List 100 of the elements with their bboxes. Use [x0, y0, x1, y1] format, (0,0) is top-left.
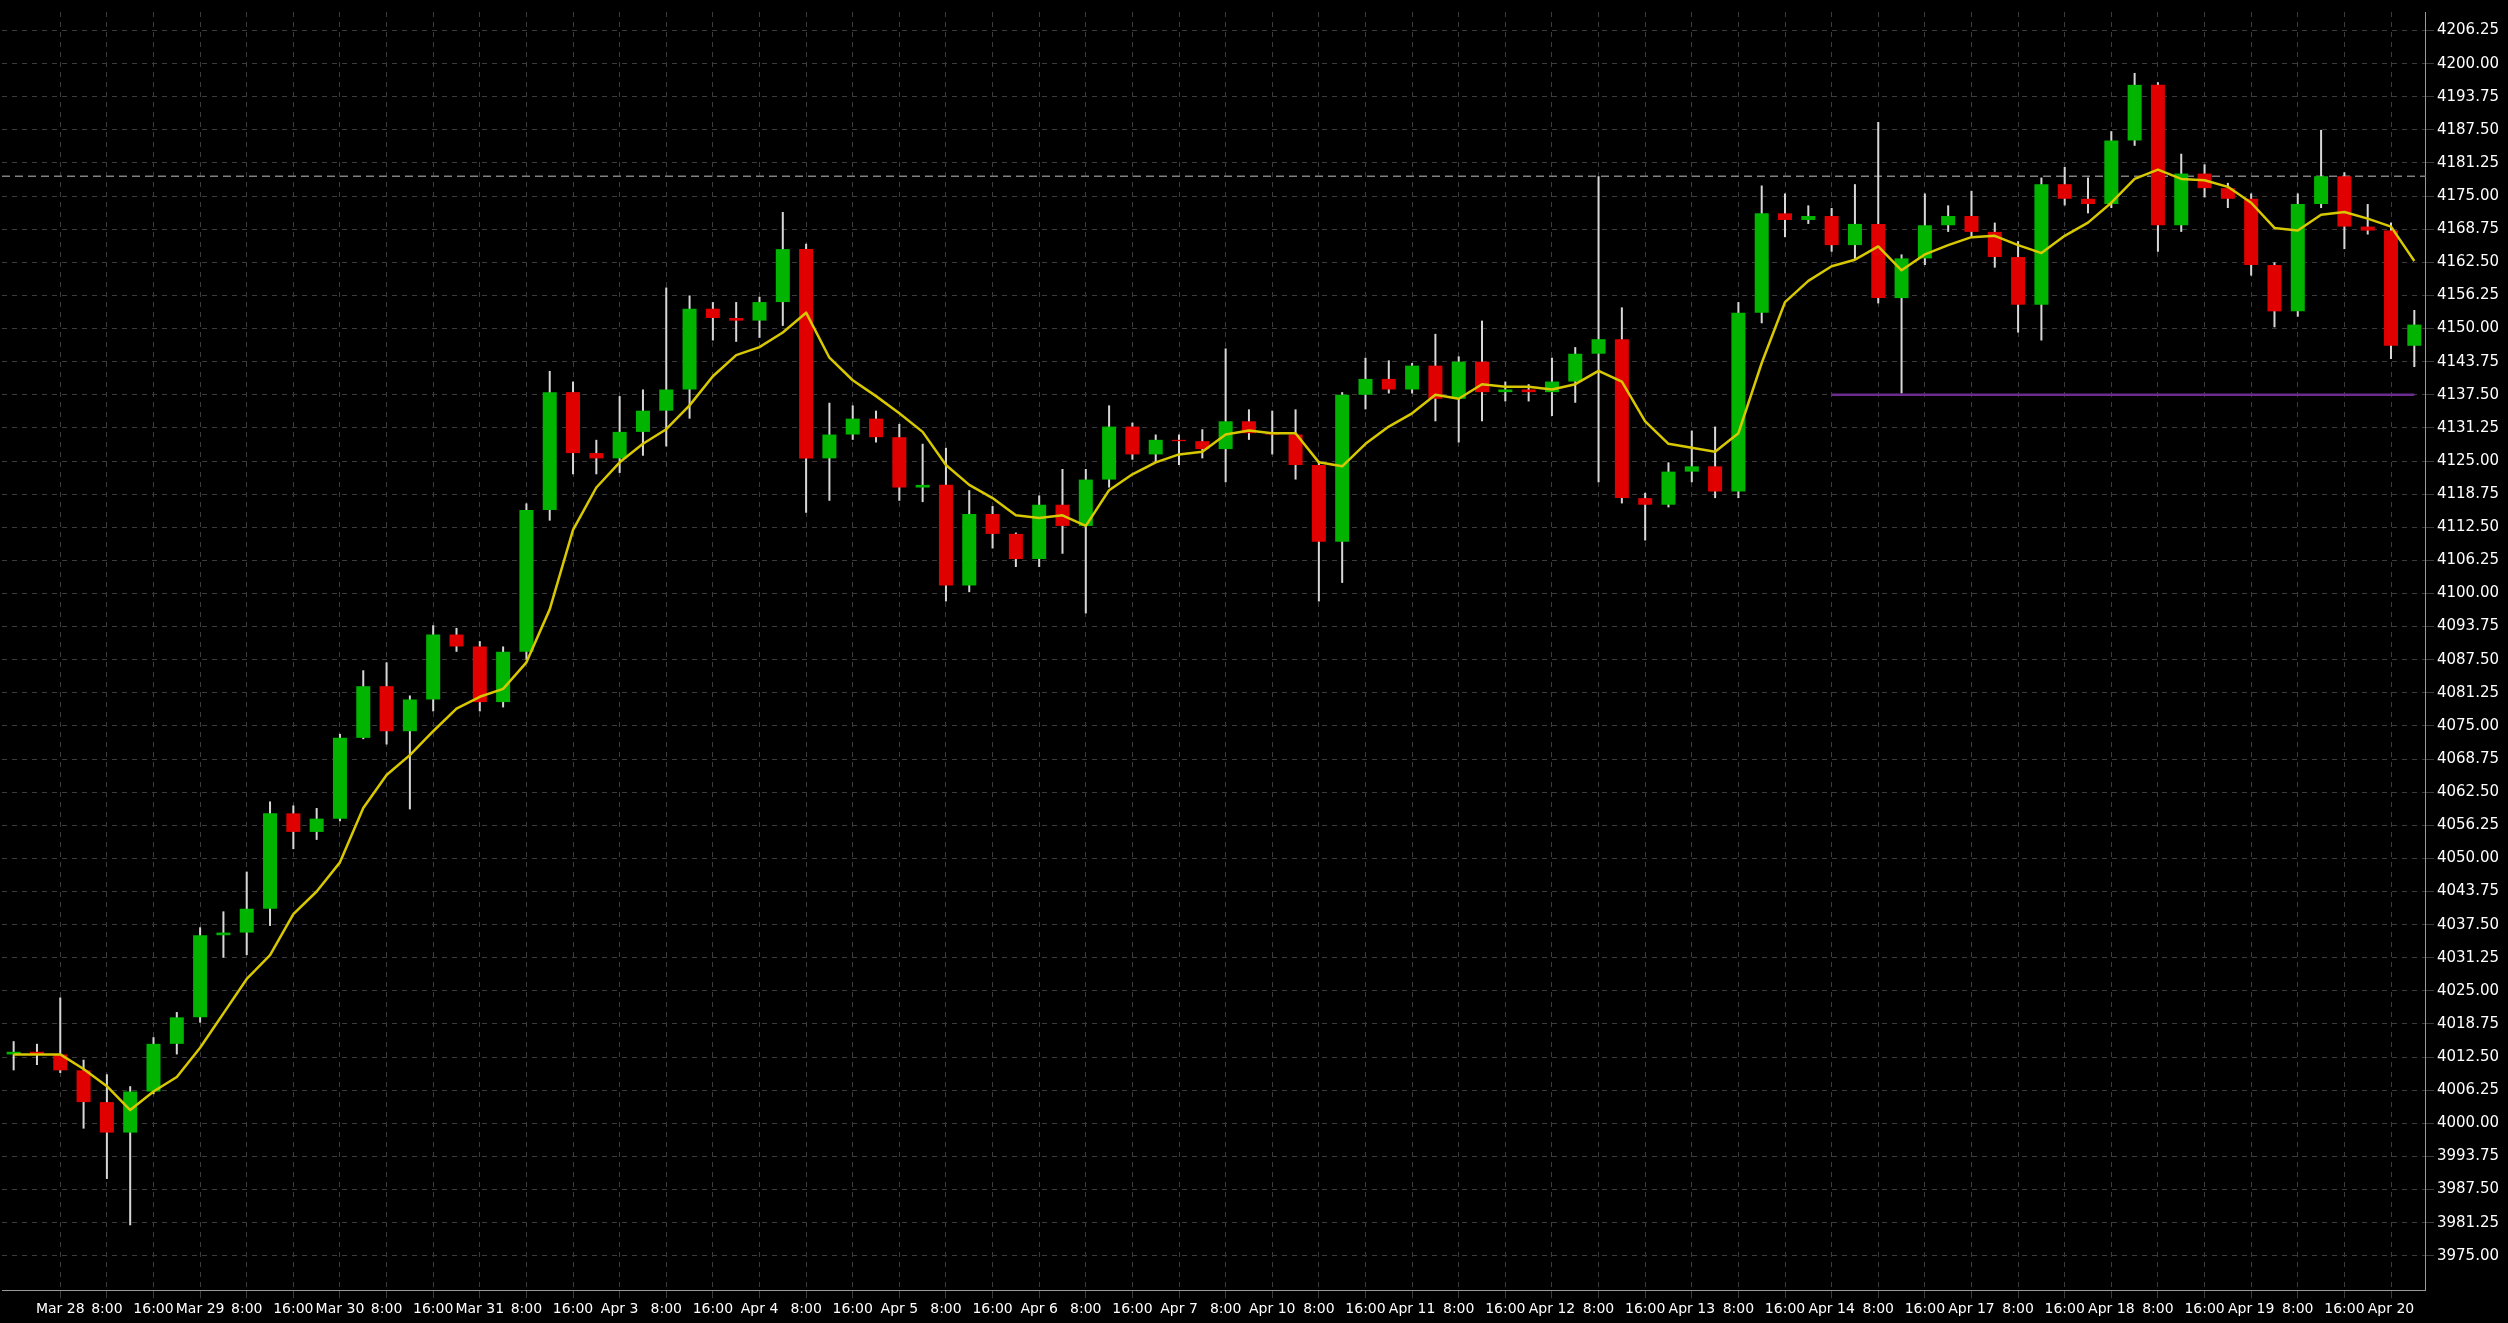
x-tick-label: 8:00: [510, 1300, 543, 1317]
candlestick: [1638, 491, 1653, 542]
y-tick-label: 4093.75: [2436, 616, 2499, 635]
candlestick: [1778, 192, 1793, 239]
x-tick-label: Apr 20: [2367, 1300, 2415, 1317]
x-tick-label: 8:00: [2282, 1300, 2314, 1317]
candlestick: [915, 442, 930, 504]
candlestick: [869, 409, 884, 444]
x-tick-label: Apr 14: [1808, 1300, 1855, 1317]
x-tick-label: 8:00: [1070, 1300, 1102, 1317]
x-tick-label: 8:00: [1442, 1300, 1475, 1317]
x-tick-label: 16:00: [832, 1300, 873, 1317]
y-tick-label: 4137.50: [2436, 384, 2499, 403]
x-tick-label: Apr 6: [1020, 1300, 1059, 1317]
x-tick-label: Mar 30: [315, 1300, 365, 1317]
candlestick: [985, 505, 1000, 550]
y-tick-label: 4181.25: [2436, 152, 2499, 171]
x-tick-label: 16:00: [1485, 1300, 1526, 1317]
candlestick: [752, 295, 767, 339]
candlestick: [822, 401, 837, 502]
x-tick-label: 8:00: [650, 1300, 682, 1317]
x-tick-label: Apr 18: [2088, 1300, 2135, 1317]
x-tick-label: 8:00: [1582, 1300, 1615, 1317]
y-tick-label: 4175.00: [2436, 186, 2499, 204]
candlestick: [1847, 183, 1862, 261]
y-tick-label: 4056.25: [2436, 815, 2499, 834]
x-tick-label: Apr 4: [740, 1300, 779, 1317]
candlestick: [659, 286, 674, 448]
x-tick-label: Apr 10: [1249, 1300, 1296, 1317]
candlestick: [2057, 165, 2072, 207]
x-tick-label: 8:00: [2002, 1300, 2034, 1317]
y-tick-label: 3993.75: [2436, 1146, 2499, 1165]
x-tick-label: Apr 3: [600, 1300, 639, 1317]
y-tick-label: 4037.50: [2436, 914, 2499, 933]
x-tick-label: 8:00: [91, 1300, 123, 1317]
x-tick-label: 16:00: [692, 1300, 734, 1317]
candlestick: [1405, 362, 1420, 395]
candlestick: [2360, 203, 2375, 236]
x-tick-label: 8:00: [370, 1300, 403, 1317]
y-tick-label: 4193.75: [2436, 86, 2499, 105]
candlestick: [2407, 309, 2422, 368]
x-tick-label: 8:00: [1862, 1300, 1894, 1317]
candlestick: [589, 438, 604, 476]
x-tick-label: Apr 7: [1160, 1300, 1198, 1317]
x-tick-label: Mar 31: [455, 1300, 505, 1317]
y-tick-label: 4012.50: [2436, 1046, 2499, 1065]
x-tick-label: Apr 11: [1388, 1300, 1436, 1317]
y-tick-label: 4156.25: [2436, 285, 2499, 304]
candlestick: [635, 388, 650, 457]
candlestick: [729, 301, 744, 343]
x-tick-label: 16:00: [2184, 1300, 2225, 1317]
y-tick-label: 4050.00: [2436, 848, 2499, 867]
candlestick: [1941, 204, 1956, 233]
y-tick-label: 4043.75: [2436, 881, 2499, 900]
y-tick-label: 4031.25: [2436, 947, 2499, 966]
y-tick-label: 4000.00: [2436, 1113, 2499, 1132]
candlestick: [2220, 181, 2235, 210]
x-tick-label: 16:00: [1345, 1300, 1386, 1317]
x-tick-label: 16:00: [273, 1300, 314, 1317]
candlestick: [449, 626, 464, 653]
x-tick-label: 16:00: [972, 1300, 1013, 1317]
candlestick: [2081, 176, 2096, 215]
y-tick-label: 4062.50: [2436, 782, 2499, 801]
y-tick-label: 4025.00: [2436, 980, 2499, 999]
x-tick-label: 8:00: [1209, 1300, 1242, 1317]
y-tick-label: 4150.00: [2436, 318, 2499, 337]
y-tick-label: 4200.00: [2436, 53, 2499, 72]
candlestick: [239, 870, 254, 957]
candlestick: [1498, 380, 1513, 403]
y-tick-label: 3987.50: [2436, 1179, 2499, 1198]
x-tick-label: Apr 12: [1528, 1300, 1576, 1317]
x-tick-label: Mar 29: [175, 1300, 225, 1317]
candlestick: [1591, 175, 1606, 484]
y-tick-label: 4006.25: [2436, 1080, 2499, 1099]
x-tick-label: 8:00: [231, 1300, 263, 1317]
x-tick-label: Apr 17: [1948, 1300, 1995, 1317]
candlestick: [1381, 359, 1396, 395]
x-tick-label: 8:00: [1722, 1300, 1755, 1317]
x-tick-label: 16:00: [1624, 1300, 1666, 1317]
y-tick-label: 4075.00: [2436, 715, 2499, 734]
x-tick-label: 16:00: [133, 1300, 174, 1317]
x-tick-label: 8:00: [790, 1300, 822, 1317]
y-tick-label: 4162.50: [2436, 252, 2499, 271]
x-tick-label: 16:00: [413, 1300, 454, 1317]
y-tick-label: 4081.25: [2436, 682, 2499, 701]
y-tick-label: 3981.25: [2436, 1212, 2499, 1231]
candlestick: [1148, 433, 1163, 464]
x-tick-label: 16:00: [1112, 1300, 1153, 1317]
x-tick-label: 16:00: [1764, 1300, 1806, 1317]
candlestick: [1801, 204, 1816, 225]
x-tick-label: Apr 13: [1668, 1300, 1716, 1317]
y-tick-label: 3975.00: [2436, 1245, 2499, 1264]
x-tick-label: 8:00: [930, 1300, 962, 1317]
y-tick-label: 4068.75: [2436, 748, 2499, 767]
candlestick: [845, 404, 860, 441]
y-tick-label: 4087.50: [2436, 649, 2499, 668]
y-tick-label: 4187.50: [2436, 119, 2499, 138]
candlestick: [309, 807, 324, 841]
x-tick-label: Mar 28: [35, 1300, 85, 1317]
candlestick: [1358, 356, 1373, 411]
